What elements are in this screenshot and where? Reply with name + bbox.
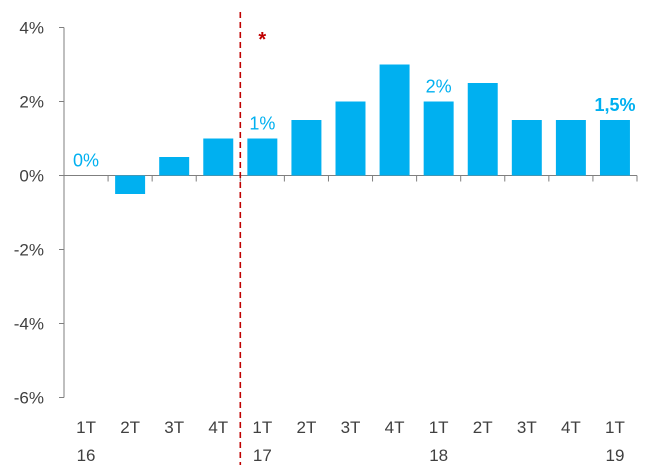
x-tick-labels: 1T 16 2T 3T 4T 1T 17 2T 3T 4T 1T 18 2T 3T 4T 1T 19: [76, 418, 625, 465]
y-tick-label: -2%: [14, 241, 44, 260]
x-tick-label: 1T: [429, 418, 449, 437]
x-tick-label: 3T: [164, 418, 184, 437]
x-tick-label: 1T: [605, 418, 625, 437]
bars: [115, 64, 630, 194]
x-year-label: 19: [606, 446, 625, 465]
x-tick-label: 2T: [120, 418, 140, 437]
x-tick-label: 3T: [517, 418, 537, 437]
y-tick-label: 0%: [19, 167, 44, 186]
y-tick-label: -4%: [14, 315, 44, 334]
x-tick-label: 3T: [341, 418, 361, 437]
y-tick-label: 4%: [19, 19, 44, 38]
bar: [511, 120, 542, 176]
x-tick-label: 4T: [208, 418, 228, 437]
bar: [247, 138, 278, 176]
x-year-label: 17: [253, 446, 272, 465]
x-tick-label: 2T: [473, 418, 493, 437]
data-label: 2%: [426, 77, 452, 97]
x-tick-label: 1T: [252, 418, 272, 437]
data-label: 1%: [249, 114, 275, 134]
bar: [115, 175, 146, 194]
bar: [159, 157, 190, 176]
annotation: *: [239, 12, 266, 465]
bar: [379, 64, 410, 176]
bar: [599, 120, 630, 176]
bar: [291, 120, 322, 176]
x-tick-label: 2T: [297, 418, 317, 437]
axes: [59, 27, 638, 398]
x-year-label: 18: [429, 446, 448, 465]
bar: [555, 120, 586, 176]
bar: [423, 101, 454, 176]
annotation-asterisk: *: [258, 29, 266, 51]
data-labels: 0% 1% 2% 1,5%: [73, 77, 635, 171]
x-tick-label: 1T: [76, 418, 96, 437]
x-year-label: 16: [77, 446, 96, 465]
bar: [335, 101, 366, 176]
bar: [203, 138, 234, 176]
bar: [467, 83, 498, 176]
y-tick-label: -6%: [14, 389, 44, 408]
x-tick-label: 4T: [561, 418, 581, 437]
data-label: 1,5%: [594, 95, 635, 115]
y-tick-labels: 4% 2% 0% -2% -4% -6%: [14, 19, 44, 408]
data-label: 0%: [73, 151, 99, 171]
x-tick-label: 4T: [385, 418, 405, 437]
y-tick-label: 2%: [19, 93, 44, 112]
